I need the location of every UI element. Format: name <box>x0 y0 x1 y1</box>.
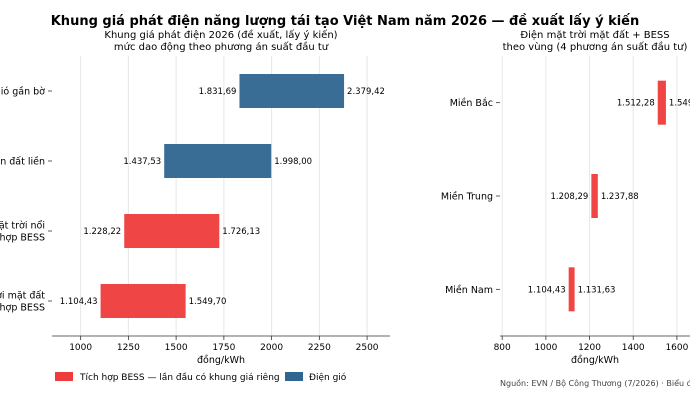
legend-swatch-wind <box>285 372 303 381</box>
x-tick-label: 2000 <box>260 343 283 353</box>
x-tick-label: 1200 <box>578 343 601 353</box>
min-value-label: 1.104,43 <box>528 285 566 295</box>
legend: Tích hợp BESS — lần đầu có khung giá riê… <box>55 372 347 383</box>
x-tick-label: 1250 <box>117 343 140 353</box>
x-tick-label: 2500 <box>356 343 379 353</box>
x-tick-label: 800 <box>494 343 511 353</box>
category-label: Điện gió trên đất liền <box>0 157 45 168</box>
panel-regional-ranges: 800 1000 1200 1400 1600 Điện mặt trời mặt đất… <box>441 29 690 366</box>
range-bar <box>568 267 575 312</box>
x-axis-label: đồng/kWh <box>571 355 619 366</box>
category-label: Miền Nam <box>445 285 493 296</box>
panel-title: Khung giá phát điện 2026 (đề xuất, lấy ý… <box>104 29 337 41</box>
max-value-label: 1.998,00 <box>274 157 312 167</box>
x-tick-label: 1000 <box>69 343 92 353</box>
panel-title: theo vùng (4 phương án suất đầu tư) <box>503 41 688 53</box>
legend-label-wind: Điện gió <box>309 372 347 383</box>
panel-price-ranges: 1000 1250 1500 1750 2000 2250 2500 Khung giá ph… <box>0 29 390 366</box>
x-tick-label: 1400 <box>622 343 645 353</box>
category-label: tích hợp BESS <box>0 233 45 244</box>
range-bar <box>239 74 345 108</box>
max-value-label: 1.726,13 <box>222 227 260 237</box>
category-label: Miền Trung <box>441 192 493 203</box>
min-value-label: 1.104,43 <box>60 297 98 307</box>
panel-title: Điện mặt trời mặt đất + BESS <box>520 29 669 41</box>
min-value-label: 1.512,28 <box>617 99 655 109</box>
legend-label-bess: Tích hợp BESS — lần đầu có khung giá riê… <box>79 372 280 383</box>
max-value-label: 1.549,70 <box>189 297 227 307</box>
category-label: tích hợp BESS <box>0 303 45 314</box>
min-value-label: 1.437,53 <box>123 157 161 167</box>
range-bar <box>164 144 272 178</box>
category-label: Điện mặt trời nổi <box>0 221 45 232</box>
x-tick-label: 1600 <box>665 343 688 353</box>
panel-title: mức dao động theo phương án suất đầu tư <box>114 41 329 53</box>
x-tick-label: 1500 <box>165 343 188 353</box>
range-bar <box>100 284 186 318</box>
category-label: Miền Bắc <box>450 98 493 109</box>
category-label: Điện mặt trời mặt đất <box>0 291 45 302</box>
max-value-label: 1.549,70 <box>669 99 690 109</box>
range-bar <box>124 214 220 248</box>
max-value-label: 1.131,63 <box>578 285 616 295</box>
x-axis-label: đồng/kWh <box>197 355 245 366</box>
min-value-label: 1.831,69 <box>199 87 237 97</box>
range-bar <box>591 174 598 218</box>
legend-swatch-bess <box>55 372 73 381</box>
min-value-label: 1.228,22 <box>83 227 121 237</box>
chart-title: Khung giá phát điện năng lượng tái tạo V… <box>51 14 640 29</box>
x-tick-label: 1000 <box>534 343 557 353</box>
source-note: Nguồn: EVN / Bộ Công Thương (7/2026) · B… <box>500 378 690 388</box>
max-value-label: 2.379,42 <box>347 87 385 97</box>
min-value-label: 1.208,29 <box>550 192 588 202</box>
x-tick-label: 2250 <box>308 343 331 353</box>
range-bar <box>657 80 666 125</box>
x-tick-label: 1750 <box>212 343 235 353</box>
category-label: Điện gió gần bờ <box>0 87 45 98</box>
max-value-label: 1.237,88 <box>601 192 639 202</box>
